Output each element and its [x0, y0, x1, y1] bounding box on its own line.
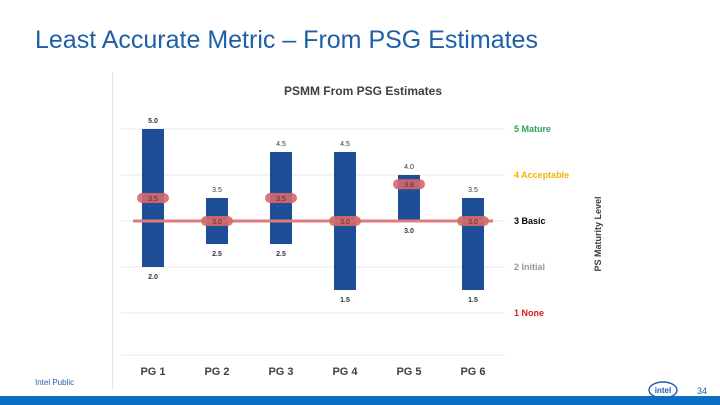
- mean-marker-3: [265, 193, 297, 203]
- category-label-3: PG 3: [268, 366, 293, 378]
- mean-marker-1: [137, 193, 169, 203]
- category-label-6: PG 6: [460, 366, 485, 378]
- range-chart: PSMM From PSG Estimates 5.0 2.0 3.5 2.5 4.5 2.…: [121, 84, 603, 378]
- category-label-2: PG 2: [204, 366, 229, 378]
- slide-title: Least Accurate Metric – From PSG Estimat…: [35, 26, 538, 54]
- max-label-5: 4.0: [404, 164, 414, 171]
- level-label-2: 2 Initial: [514, 262, 545, 272]
- min-label-5: 3.0: [404, 228, 414, 235]
- chart-title: PSMM From PSG Estimates: [284, 84, 442, 98]
- page-number: 34: [697, 386, 708, 396]
- min-label-3: 2.5: [276, 251, 286, 258]
- max-label-2: 3.5: [212, 187, 222, 194]
- mean-label-1: 3.5: [148, 196, 158, 203]
- mean-label-3: 3.5: [276, 196, 286, 203]
- intel-logo-text: intel: [655, 386, 671, 395]
- mean-marker-4: [329, 216, 361, 226]
- level-label-3: 3 Basic: [514, 216, 546, 226]
- category-label-1: PG 1: [140, 366, 165, 378]
- min-label-6: 1.5: [468, 297, 478, 304]
- mean-label-4: 3.0: [340, 219, 350, 226]
- footer-bar: [0, 396, 720, 405]
- min-label-2: 2.5: [212, 251, 222, 258]
- chart-panel: PSMM From PSG Estimates 5.0 2.0 3.5 2.5 4.5 2.…: [112, 72, 613, 390]
- mean-marker-5: [393, 179, 425, 190]
- y-axis-label: PS Maturity Level: [593, 196, 603, 271]
- min-label-4: 1.5: [340, 297, 350, 304]
- max-label-1: 5.0: [148, 118, 158, 125]
- category-label-4: PG 4: [332, 366, 358, 378]
- max-label-4: 4.5: [340, 141, 350, 148]
- mean-label-6: 3.0: [468, 219, 478, 226]
- mean-label-2: 3.0: [212, 219, 222, 226]
- range-bar-6: [462, 198, 484, 290]
- min-label-1: 2.0: [148, 274, 158, 281]
- level-label-1: 1 None: [514, 308, 544, 318]
- footer-classification: Intel Public: [35, 378, 75, 387]
- level-label-5: 5 Mature: [514, 124, 551, 134]
- mean-label-5: 3.8: [404, 182, 414, 189]
- mean-marker-2: [201, 216, 233, 226]
- level-label-4: 4 Acceptable: [514, 170, 569, 180]
- mean-marker-6: [457, 216, 489, 226]
- max-label-3: 4.5: [276, 141, 286, 148]
- category-label-5: PG 5: [396, 366, 421, 378]
- max-label-6: 3.5: [468, 187, 478, 194]
